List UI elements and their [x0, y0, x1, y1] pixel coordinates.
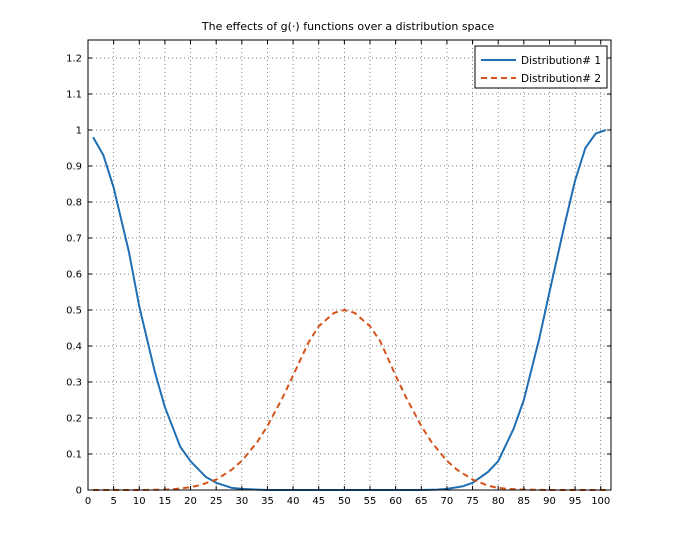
y-tick-label: 0.6 — [66, 270, 82, 281]
y-tick-label: 0.9 — [66, 162, 82, 173]
y-tick-label: 1.1 — [66, 90, 82, 101]
y-tick-label: 1.2 — [66, 54, 82, 65]
legend-label-distribution-2: Distribution# 2 — [521, 73, 601, 85]
y-tick-label: 0 — [76, 486, 82, 497]
x-tick-label: 90 — [543, 496, 556, 507]
grid-lines — [88, 40, 611, 490]
x-tick-label: 85 — [517, 496, 530, 507]
x-tick-label: 15 — [159, 496, 172, 507]
x-tick-label: 0 — [85, 496, 91, 507]
x-tick-label: 75 — [466, 496, 479, 507]
plot-area — [88, 40, 611, 490]
y-tick-label: 0.3 — [66, 378, 82, 389]
x-tick-label: 100 — [591, 496, 610, 507]
y-tick-label: 1 — [76, 126, 82, 137]
y-tick-label: 0.2 — [66, 414, 82, 425]
x-tick-label: 70 — [441, 496, 454, 507]
y-tick-label: 0.8 — [66, 198, 82, 209]
y-tick-label: 0.4 — [66, 342, 82, 353]
plot-frame — [87, 39, 612, 491]
x-axis-ticks: 0 5 10 15 20 25 30 35 40 45 50 55 60 65 70 75 80 85 90 95 10… — [85, 40, 610, 507]
y-tick-label: 0.7 — [66, 234, 82, 245]
x-tick-label: 65 — [415, 496, 428, 507]
legend-label-distribution-1: Distribution# 1 — [521, 55, 601, 67]
x-tick-label: 50 — [338, 496, 351, 507]
x-tick-label: 20 — [184, 496, 197, 507]
y-tick-label: 0.1 — [66, 450, 82, 461]
chart-title: The effects of g(·) functions over a dis… — [201, 20, 494, 33]
x-tick-label: 25 — [210, 496, 223, 507]
x-tick-label: 30 — [235, 496, 248, 507]
x-tick-label: 60 — [389, 496, 402, 507]
series-line-distribution-2 — [93, 309, 606, 491]
y-axis-ticks: 0 0.1 0.2 0.3 0.4 0.5 0.6 0.7 0.8 0.9 1 1.1 1.2 — [66, 54, 611, 497]
x-tick-label: 40 — [287, 496, 300, 507]
x-tick-label: 35 — [261, 496, 274, 507]
y-tick-label: 0.5 — [66, 306, 82, 317]
legend: Distribution# 1 Distribution# 2 — [474, 45, 608, 89]
x-tick-label: 45 — [312, 496, 325, 507]
x-tick-label: 55 — [364, 496, 377, 507]
x-tick-label: 10 — [133, 496, 146, 507]
axes — [87, 39, 612, 491]
x-tick-label: 80 — [492, 496, 505, 507]
x-tick-label: 5 — [110, 496, 116, 507]
x-tick-label: 95 — [569, 496, 582, 507]
legend-box — [474, 45, 608, 89]
